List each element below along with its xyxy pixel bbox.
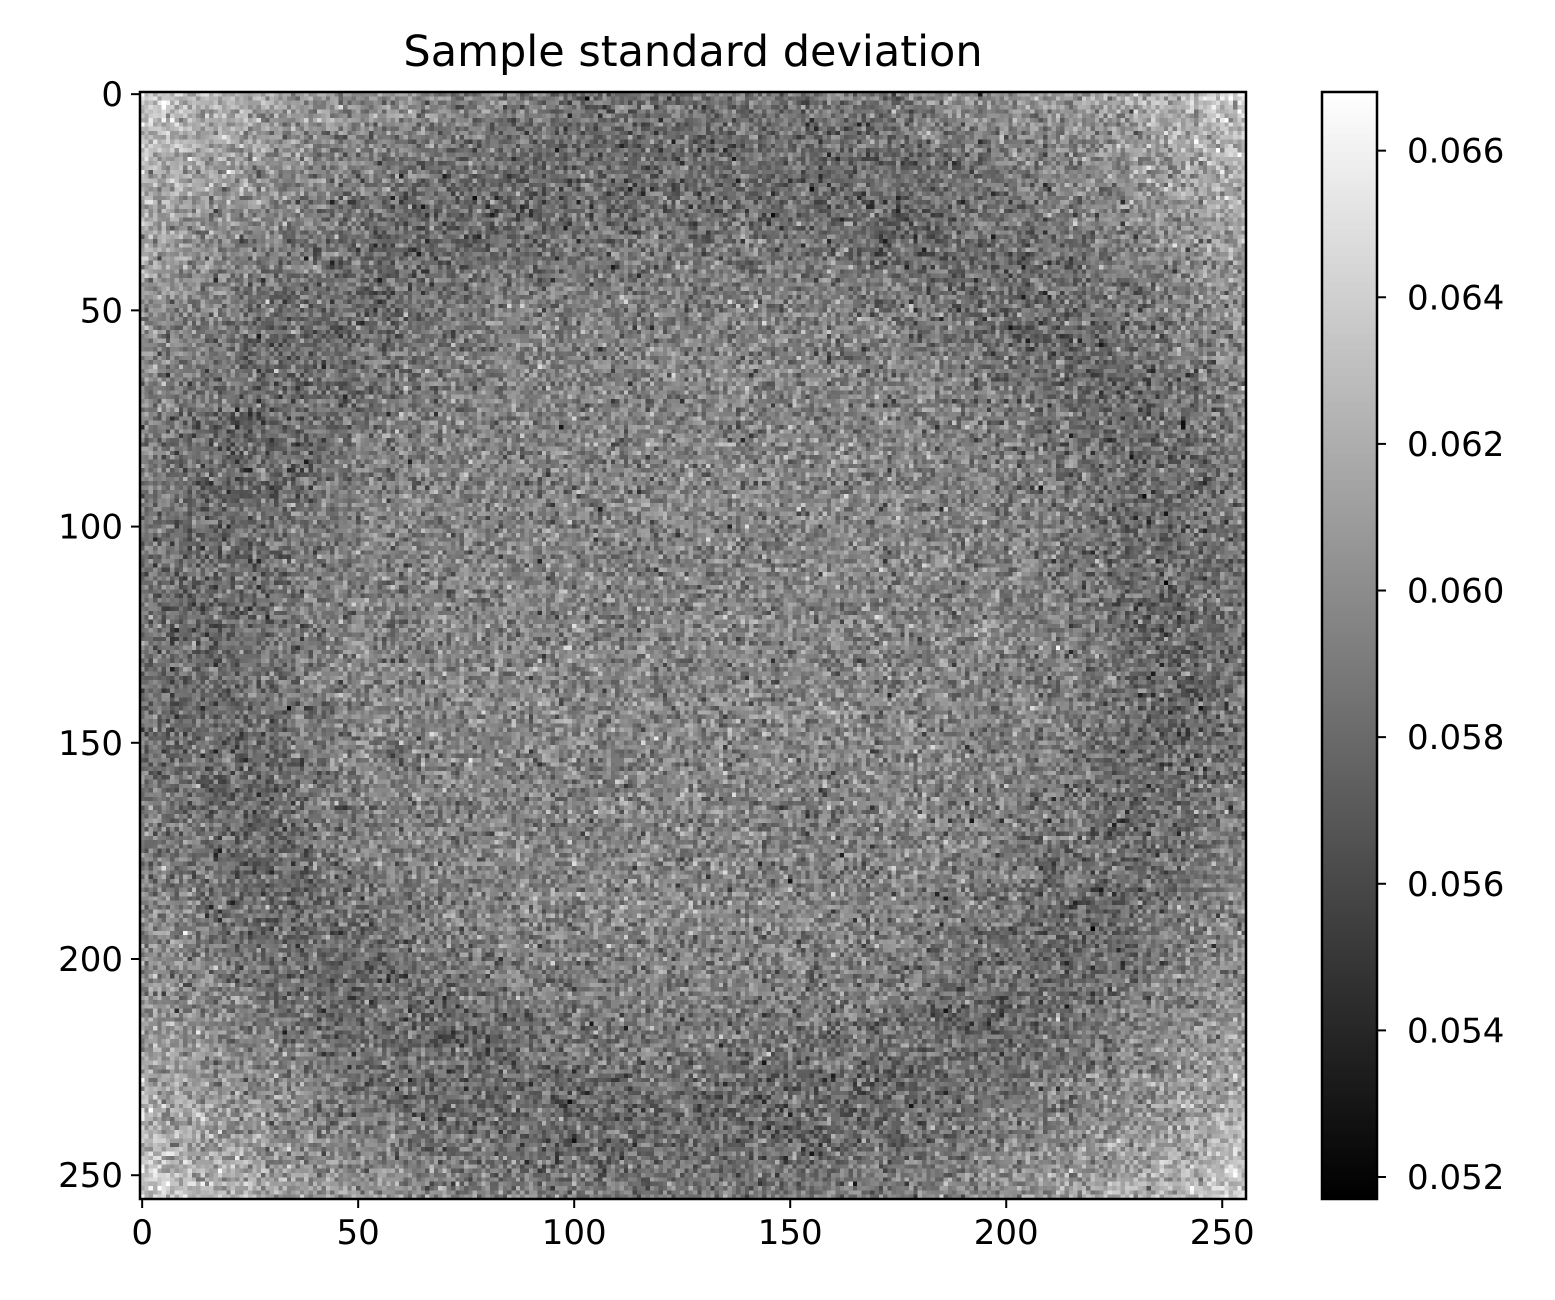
plot-frame [138, 90, 1248, 1201]
heatmap-image [140, 92, 1246, 1199]
colorbar-tick-label: 0.066 [1407, 132, 1504, 172]
x-axis: 0 50 100 150 200 250 [131, 1199, 1255, 1253]
y-tick-label: 250 [58, 1156, 123, 1196]
colorbar-frame [1320, 90, 1379, 1201]
x-tick-label: 200 [974, 1213, 1039, 1253]
y-tick-label: 200 [58, 940, 123, 980]
x-tick-label: 50 [337, 1213, 380, 1253]
y-tick-label: 50 [80, 291, 123, 331]
colorbar-gradient [1322, 92, 1377, 1199]
y-axis: 0 50 100 150 200 250 [58, 75, 140, 1196]
colorbar-tick-label: 0.060 [1407, 572, 1504, 612]
colorbar-tick-label: 0.056 [1407, 865, 1504, 905]
colorbar-axis: 0.052 0.054 0.056 0.058 0.060 0.062 0.064 0.066 [1377, 132, 1504, 1198]
x-tick-label: 250 [1190, 1213, 1255, 1253]
x-tick-label: 150 [758, 1213, 823, 1253]
colorbar-tick-label: 0.052 [1407, 1158, 1504, 1198]
y-tick-label: 0 [101, 75, 123, 115]
x-tick-label: 0 [131, 1213, 153, 1253]
colorbar-tick-label: 0.064 [1407, 278, 1504, 318]
y-tick-label: 100 [58, 508, 123, 548]
colorbar-tick-label: 0.062 [1407, 425, 1504, 465]
colorbar-tick-label: 0.054 [1407, 1011, 1504, 1051]
colorbar-tick-label: 0.058 [1407, 718, 1504, 758]
y-tick-label: 150 [58, 724, 123, 764]
x-tick-label: 100 [542, 1213, 607, 1253]
chart-title: Sample standard deviation [403, 27, 982, 77]
